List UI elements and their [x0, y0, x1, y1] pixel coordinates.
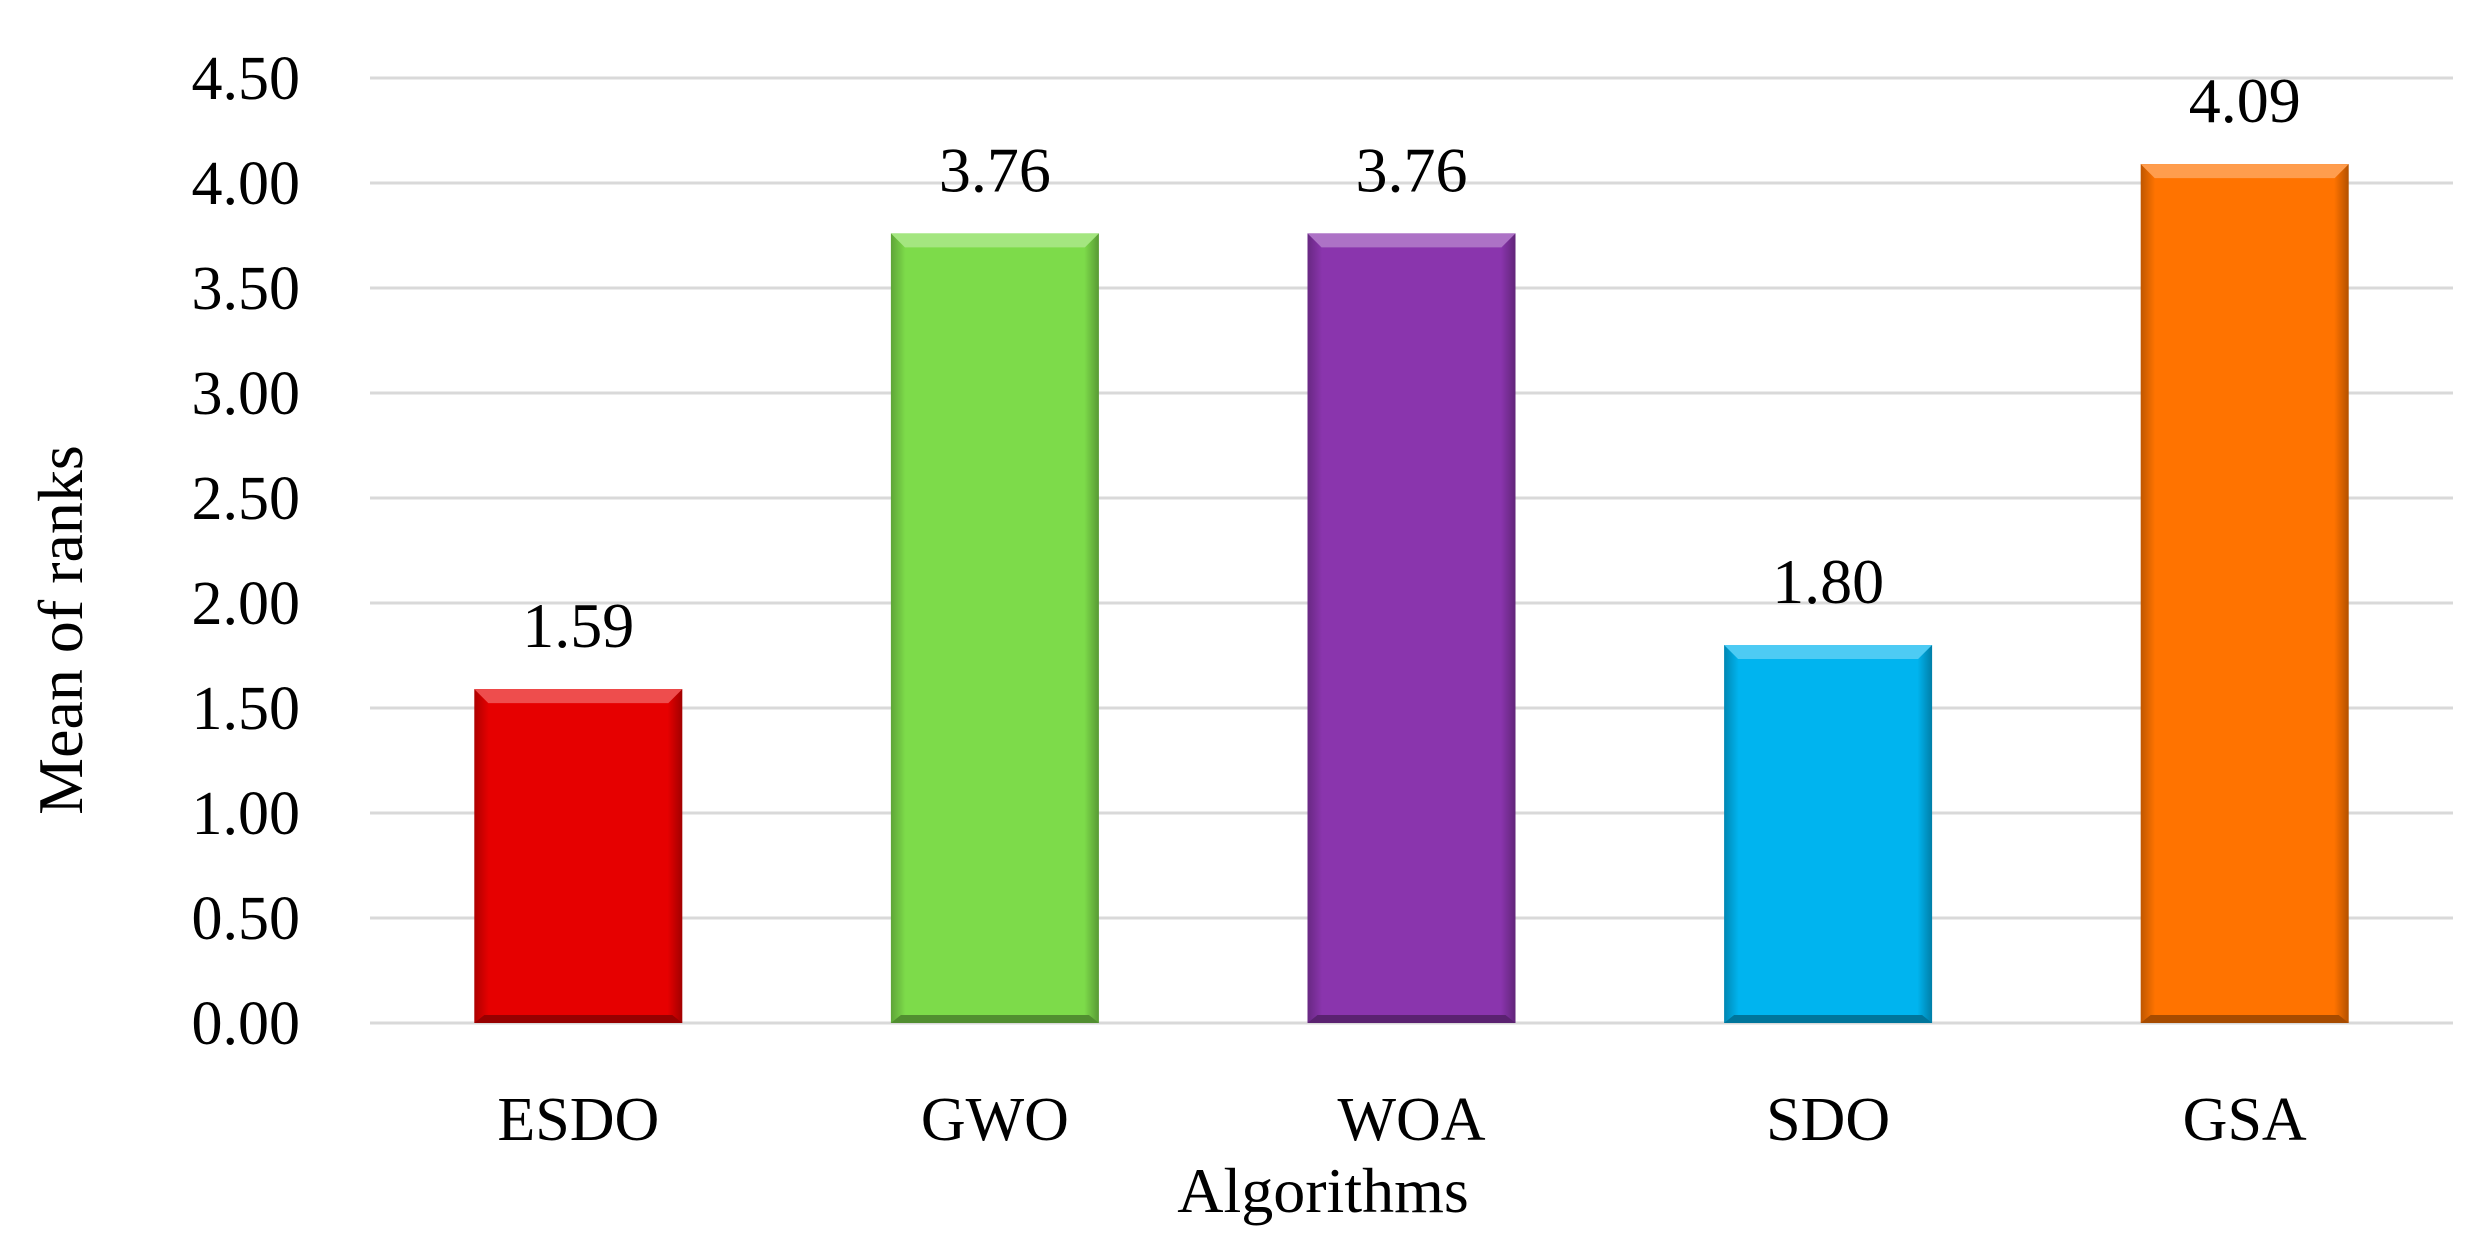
y-axis-title: Mean of ranks — [25, 445, 96, 815]
bar-gwo — [890, 233, 1099, 1023]
bar — [474, 689, 683, 1023]
bar-top-bevel — [474, 689, 683, 704]
bar — [1307, 233, 1516, 1023]
data-label: 1.80 — [1772, 546, 1884, 617]
data-label: 3.76 — [939, 134, 1051, 205]
y-tick-label: 2.50 — [192, 465, 301, 533]
x-axis-tick-labels: ESDO GWO WOA SDO GSA — [497, 1086, 2307, 1154]
data-label: 1.59 — [522, 590, 634, 661]
bar — [1724, 645, 1933, 1023]
bar-sdo — [1724, 645, 1933, 1023]
y-tick-label: 2.00 — [192, 570, 301, 638]
data-label: 4.09 — [2189, 65, 2301, 136]
bar — [2140, 164, 2349, 1024]
bar — [890, 233, 1099, 1023]
y-axis-tick-labels: 0.00 0.50 1.00 1.50 2.00 2.50 3.00 3.50 4.00 4.50 — [192, 45, 301, 1058]
bar-bottom-bevel — [1724, 1015, 1933, 1023]
bar-gsa — [2140, 164, 2349, 1024]
y-tick-label: 0.00 — [192, 990, 301, 1058]
bar-top-bevel — [2140, 164, 2349, 179]
y-tick-label: 0.50 — [192, 885, 301, 953]
bar-bottom-bevel — [1307, 1015, 1516, 1023]
x-axis-title: Algorithms — [1177, 1155, 1469, 1226]
y-tick-label: 4.50 — [192, 45, 301, 113]
y-tick-label: 4.00 — [192, 150, 301, 218]
data-labels: 1.59 3.76 3.76 1.80 4.09 — [522, 65, 2300, 661]
bar-top-bevel — [1724, 645, 1933, 659]
x-tick-label: GWO — [921, 1086, 1069, 1154]
y-tick-label: 1.00 — [192, 780, 301, 848]
x-tick-label: WOA — [1337, 1086, 1485, 1154]
bar-esdo — [474, 689, 683, 1023]
data-label: 3.76 — [1356, 134, 1468, 205]
x-tick-label: ESDO — [497, 1086, 659, 1154]
bar-woa — [1307, 233, 1516, 1023]
bar-bottom-bevel — [2140, 1015, 2349, 1023]
y-tick-label: 1.50 — [192, 675, 301, 743]
bar-top-bevel — [890, 233, 1099, 248]
x-tick-label: SDO — [1766, 1086, 1890, 1154]
x-tick-label: GSA — [2183, 1086, 2307, 1154]
bar-bottom-bevel — [890, 1015, 1099, 1023]
bar-bottom-bevel — [474, 1015, 683, 1023]
bar-top-bevel — [1307, 233, 1516, 248]
bars — [474, 164, 2349, 1024]
y-tick-label: 3.00 — [192, 360, 301, 428]
y-tick-label: 3.50 — [192, 255, 301, 323]
